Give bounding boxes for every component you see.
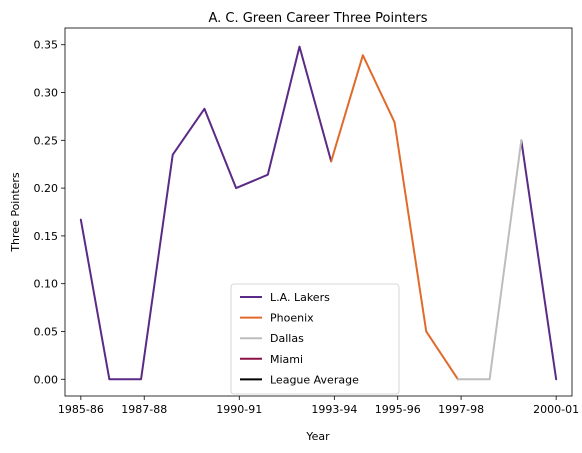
x-tick-label: 1993-94: [311, 403, 357, 416]
legend-label-league-average: League Average: [270, 373, 359, 386]
x-axis: 1985-86 1987-88 1990-91 1993-94 1995-96 1997-…: [58, 396, 579, 416]
legend-box: [230, 283, 400, 395]
y-tick-label: 0.30: [34, 87, 59, 100]
x-tick-label: 1990-91: [216, 403, 262, 416]
y-axis: 0.00 0.05 0.10 0.15 0.20 0.25 0.30 0.35: [34, 39, 65, 386]
plot-frame: [64, 27, 573, 397]
x-tick-label: 1985-86: [58, 403, 104, 416]
y-tick-label: 0.00: [34, 373, 59, 386]
series-line-l-a-lakers-0: [79, 45, 333, 381]
legend-label-miami: Miami: [270, 353, 303, 366]
legend-label-dallas: Dallas: [270, 332, 304, 345]
y-tick-label: 0.05: [34, 325, 59, 338]
legend-label-l-a-lakers: L.A. Lakers: [270, 291, 330, 304]
x-tick-label: 2000-01: [533, 403, 579, 416]
series-line-dallas-3: [456, 139, 523, 381]
series-line-phoenix-2: [330, 54, 459, 381]
x-axis-label: Year: [305, 430, 330, 443]
y-tick-label: 0.20: [34, 182, 59, 195]
plot-area: [64, 27, 573, 397]
series-layer: [79, 45, 558, 381]
legend-label-phoenix: Phoenix: [270, 312, 314, 325]
y-axis-label: Three Pointers: [9, 172, 22, 253]
x-tick-label: 1997-98: [438, 403, 484, 416]
y-tick-label: 0.25: [34, 134, 59, 147]
y-tick-label: 0.10: [34, 278, 59, 291]
x-tick-label: 1987-88: [121, 403, 167, 416]
series-line-l-a-lakers-1: [520, 139, 558, 381]
y-tick-label: 0.15: [34, 230, 59, 243]
chart-title: A. C. Green Career Three Pointers: [208, 11, 427, 26]
x-tick-label: 1995-96: [375, 403, 421, 416]
y-tick-label: 0.35: [34, 39, 59, 52]
legend: L.A. Lakers Phoenix Dallas Miami League Aver…: [230, 283, 400, 395]
